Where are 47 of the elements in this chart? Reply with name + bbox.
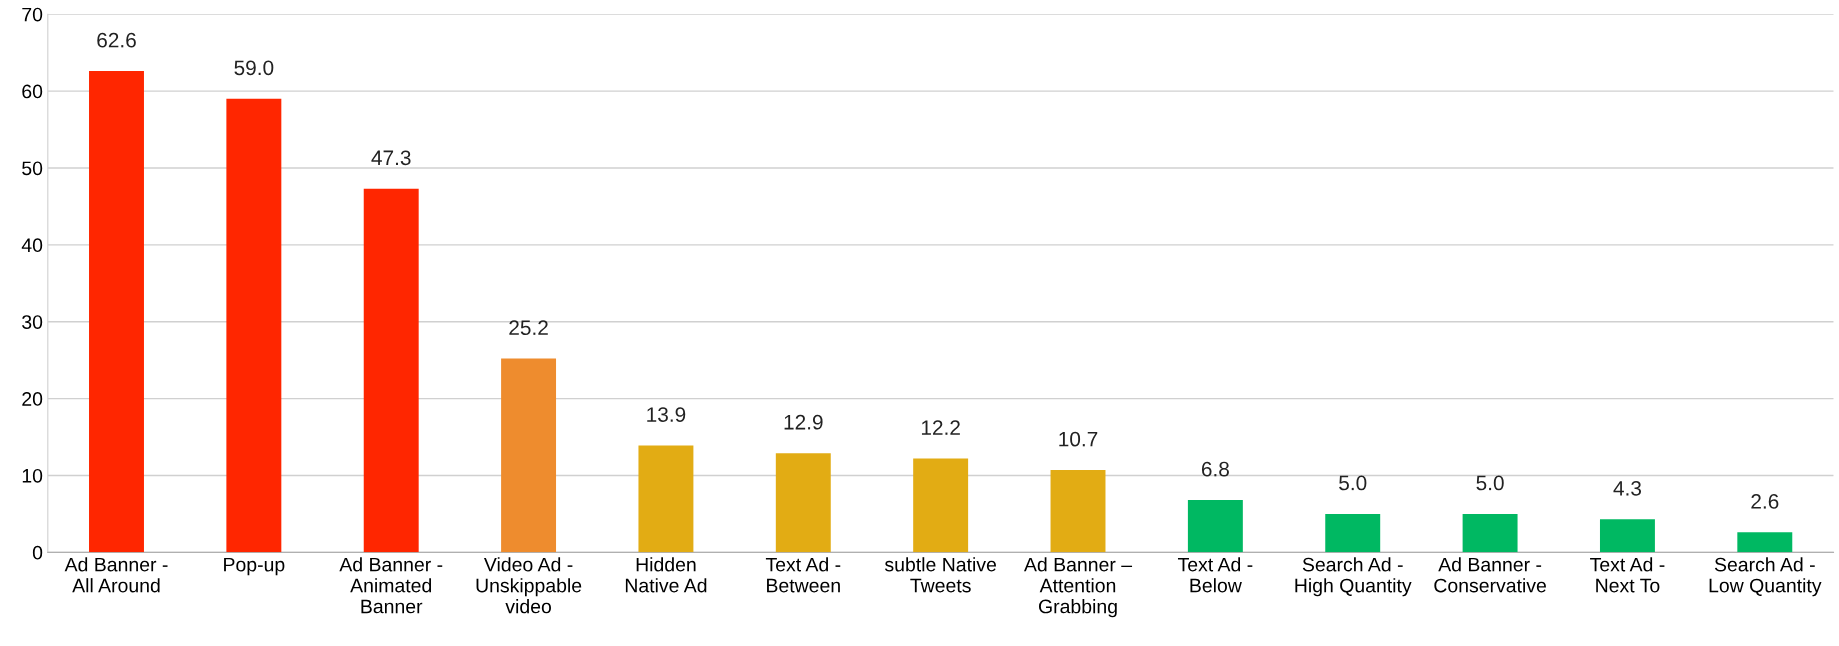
- x-tick-label: Ad Banner - Animated Banner: [339, 557, 443, 614]
- bar: [501, 358, 557, 553]
- data-label: 10.7: [1059, 431, 1098, 447]
- data-label: 6.8: [1201, 461, 1229, 477]
- bar: [89, 71, 144, 553]
- data-label: 25.2: [509, 320, 548, 336]
- y-tick-label: 40: [21, 238, 43, 253]
- x-tick-label: Hidden Native Ad: [625, 557, 707, 593]
- data-label: 12.2: [921, 420, 960, 435]
- bar: [226, 98, 282, 553]
- data-label: 5.0: [1339, 475, 1367, 491]
- data-label: 2.6: [1751, 494, 1779, 509]
- y-tick-label: 70: [22, 7, 43, 22]
- bar: [775, 453, 831, 553]
- x-tick-label: Search Ad - Low Quantity: [1709, 557, 1822, 597]
- data-label: 47.3: [371, 150, 411, 166]
- x-tick-label: Text Ad - Below: [1177, 557, 1253, 593]
- bar: [913, 458, 969, 553]
- x-tick-label: Ad Banner - All Around: [64, 557, 168, 593]
- data-label: 5.0: [1476, 475, 1504, 491]
- x-tick-label: Ad Banner - Conservative: [1434, 557, 1546, 593]
- data-label: 13.9: [647, 407, 686, 422]
- x-tick-label: Text Ad - Next To: [1590, 557, 1665, 593]
- y-tick-label: 30: [22, 315, 43, 329]
- x-tick-label: subtle Native Tweets: [884, 557, 996, 593]
- data-label: 4.3: [1613, 480, 1642, 496]
- bar: [1187, 500, 1243, 553]
- bar: [1050, 470, 1106, 553]
- y-tick-label: 0: [32, 545, 43, 560]
- x-tick-label: Pop-up: [224, 557, 285, 576]
- data-label: 62.6: [97, 32, 136, 48]
- bar: [638, 445, 694, 553]
- x-tick-label: Video Ad - Unskippable video: [476, 557, 582, 614]
- y-tick-label: 60: [22, 84, 43, 99]
- bar: [1462, 513, 1518, 553]
- y-tick-label: 50: [22, 161, 43, 176]
- bar: [1325, 513, 1381, 553]
- bar: [1737, 532, 1793, 553]
- y-tick-label: 10: [22, 468, 43, 483]
- data-label: 12.9: [784, 414, 823, 430]
- x-tick-label: Ad Banner – Attention Grabbing: [1024, 557, 1133, 618]
- bar: [363, 188, 419, 553]
- x-tick-label: Text Ad - Between: [765, 557, 841, 593]
- x-tick-label: Search Ad - High Quantity: [1295, 557, 1412, 597]
- data-label: 59.0: [234, 60, 274, 76]
- y-tick-label: 20: [22, 392, 43, 406]
- bar: [1599, 519, 1655, 553]
